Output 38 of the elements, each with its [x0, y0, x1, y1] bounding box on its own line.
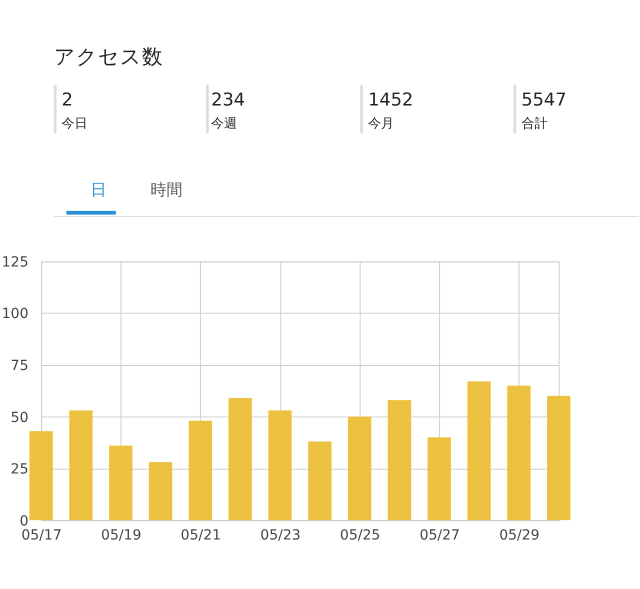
bar [29, 431, 53, 520]
bar [268, 410, 292, 520]
bar [308, 441, 332, 520]
x-tick-label: 05/29 [499, 527, 540, 544]
y-tick-label: 125 [2, 254, 28, 270]
x-tick-label: 05/27 [420, 527, 460, 544]
bar [188, 420, 212, 520]
text: 今週 [211, 116, 238, 132]
y-tick-label: 0 [20, 513, 28, 530]
text: 234 [211, 90, 246, 110]
bar [228, 398, 252, 520]
x-tick-label: 05/21 [180, 527, 222, 544]
x-tick-label: 05/23 [260, 527, 301, 544]
bar [467, 381, 491, 520]
bar [507, 386, 531, 520]
x-tick-label: 05/17 [21, 527, 62, 544]
text: 1452 [368, 90, 414, 110]
text: 日 [90, 180, 107, 200]
text: 合計 [521, 116, 548, 132]
text: 5547 [521, 90, 567, 110]
text: 今日 [62, 116, 88, 132]
bar [428, 437, 451, 520]
y-tick-label: 25 [10, 462, 28, 478]
text: 今月 [368, 116, 394, 132]
bar [69, 410, 93, 520]
x-tick-label: 05/19 [101, 527, 142, 544]
y-tick-label: 100 [2, 306, 28, 322]
bar [348, 416, 372, 520]
bar [148, 462, 172, 520]
text: 時間 [150, 180, 182, 200]
bar [109, 446, 132, 520]
x-tick-label: 05/25 [340, 527, 380, 544]
y-tick-label: 50 [10, 410, 28, 426]
bar [547, 396, 570, 520]
text: 2 [62, 90, 73, 110]
y-tick-label: 75 [10, 358, 28, 374]
chart-title: アクセス数 [54, 44, 164, 68]
bar [388, 400, 412, 520]
